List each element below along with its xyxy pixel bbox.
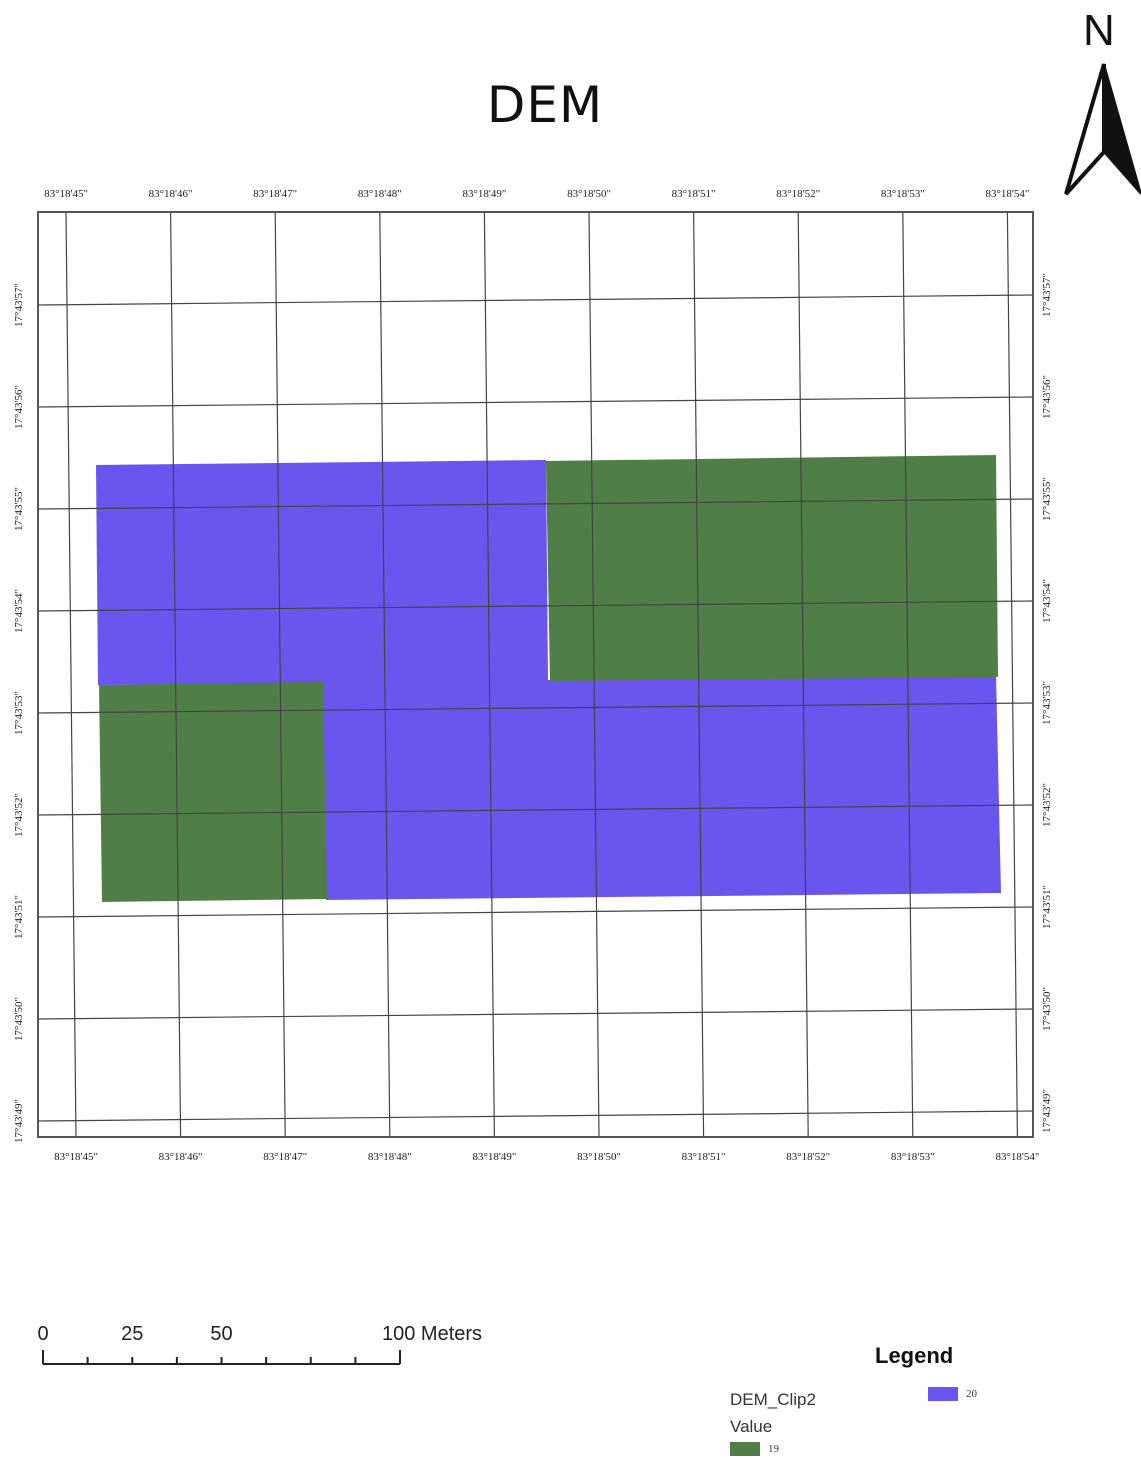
longitude-label-bottom: 83°18'51" [682, 1151, 726, 1163]
legend-layer-name: DEM_Clip2 [730, 1390, 816, 1409]
scale-label: 25 [121, 1323, 143, 1345]
meridian-line [65, 211, 77, 1138]
legend-item-20: 20 [928, 1387, 977, 1401]
meridian-line [170, 211, 182, 1138]
latitude-label-right: 17°43'54" [1041, 579, 1053, 623]
longitude-label-bottom: 83°18'45" [54, 1151, 98, 1163]
raster-zone-19-east [546, 455, 998, 681]
latitude-label-left: 17°43'57" [13, 283, 25, 327]
latitude-label-right: 17°43'53" [1041, 681, 1053, 725]
latitude-label-left: 17°43'55" [13, 487, 25, 531]
parallel-line [37, 1110, 1034, 1122]
legend-title: Legend [875, 1343, 954, 1368]
meridian-line [483, 211, 495, 1138]
longitude-label-top: 83°18'49" [462, 188, 506, 200]
longitude-label-bottom: 83°18'54" [995, 1151, 1039, 1163]
latitude-label-left: 17°43'54" [13, 589, 25, 633]
latitude-label-right: 17°43'55" [1041, 477, 1053, 521]
longitude-label-top: 83°18'46" [149, 188, 193, 200]
meridian-line [274, 211, 286, 1138]
legend-item-label: 20 [966, 1388, 977, 1400]
longitude-label-top: 83°18'51" [672, 188, 716, 200]
north-arrow-icon [1064, 63, 1141, 196]
scale-label: 0 [37, 1323, 48, 1345]
map-frame: 83°18'45" 83°18'45" 83°18'46" 83°18'46" 83°1… [13, 188, 1053, 1163]
legend-field-name: Value [730, 1417, 773, 1436]
parallel-line [37, 1008, 1034, 1020]
longitude-label-bottom: 83°18'46" [159, 1151, 203, 1163]
longitude-label-bottom: 83°18'48" [368, 1151, 412, 1163]
legend-item-19: 19 [730, 1442, 779, 1456]
dem-raster [96, 455, 1001, 902]
scale-label: 100 Meters [382, 1323, 482, 1345]
meridian-line [588, 211, 600, 1138]
longitude-label-top: 83°18'50" [567, 188, 611, 200]
legend-swatch [730, 1442, 760, 1456]
latitude-label-right: 17°43'50" [1041, 987, 1053, 1031]
scale-label: 50 [210, 1323, 232, 1345]
parallel-line [37, 906, 1034, 918]
legend-item-label: 19 [768, 1443, 779, 1455]
parallel-line [37, 294, 1034, 306]
latitude-label-right: 17°43'57" [1041, 273, 1053, 317]
meridian-line [379, 211, 391, 1138]
longitude-label-top: 83°18'47" [253, 188, 297, 200]
latitude-label-right: 17°43'51" [1041, 885, 1053, 929]
latitude-label-left: 17°43'56" [13, 385, 25, 429]
raster-zone-19-west [99, 682, 327, 902]
neatline [37, 211, 1034, 1138]
longitude-label-bottom: 83°18'53" [891, 1151, 935, 1163]
scale-bar: 0 25 50 100 Meters [37, 1323, 482, 1365]
latitude-label-right: 17°43'52" [1041, 783, 1053, 827]
parallel-line [37, 498, 1034, 510]
graticule [37, 211, 1034, 1138]
longitude-label-top: 83°18'52" [776, 188, 820, 200]
longitude-label-bottom: 83°18'52" [786, 1151, 830, 1163]
longitude-label-top: 83°18'48" [358, 188, 402, 200]
latitude-label-left: 17°43'52" [13, 793, 25, 837]
latitude-label-left: 17°43'49" [13, 1099, 25, 1143]
meridian-line [1006, 211, 1018, 1138]
longitude-label-bottom: 83°18'47" [263, 1151, 307, 1163]
meridian-line [797, 211, 809, 1138]
latitude-label-left: 17°43'53" [13, 691, 25, 735]
map-title: DEM [486, 76, 604, 134]
latitude-label-left: 17°43'51" [13, 895, 25, 939]
longitude-label-top: 83°18'53" [881, 188, 925, 200]
parallel-line [37, 600, 1034, 612]
graticule-labels: 83°18'45" 83°18'45" 83°18'46" 83°18'46" 83°1… [13, 188, 1053, 1163]
parallel-line [37, 396, 1034, 408]
longitude-label-bottom: 83°18'49" [472, 1151, 516, 1163]
latitude-label-right: 17°43'56" [1041, 375, 1053, 419]
latitude-label-left: 17°43'50" [13, 997, 25, 1041]
parallel-line [37, 702, 1034, 714]
latitude-label-right: 17°43'49" [1041, 1089, 1053, 1133]
longitude-label-top: 83°18'45" [44, 188, 88, 200]
longitude-label-top: 83°18'54" [985, 188, 1029, 200]
raster-zone-20 [96, 460, 1001, 900]
parallel-line [37, 804, 1034, 816]
north-label: N [1083, 6, 1115, 55]
legend-swatch [928, 1387, 958, 1401]
longitude-label-bottom: 83°18'50" [577, 1151, 621, 1163]
meridian-line [693, 211, 705, 1138]
meridian-line [902, 211, 914, 1138]
